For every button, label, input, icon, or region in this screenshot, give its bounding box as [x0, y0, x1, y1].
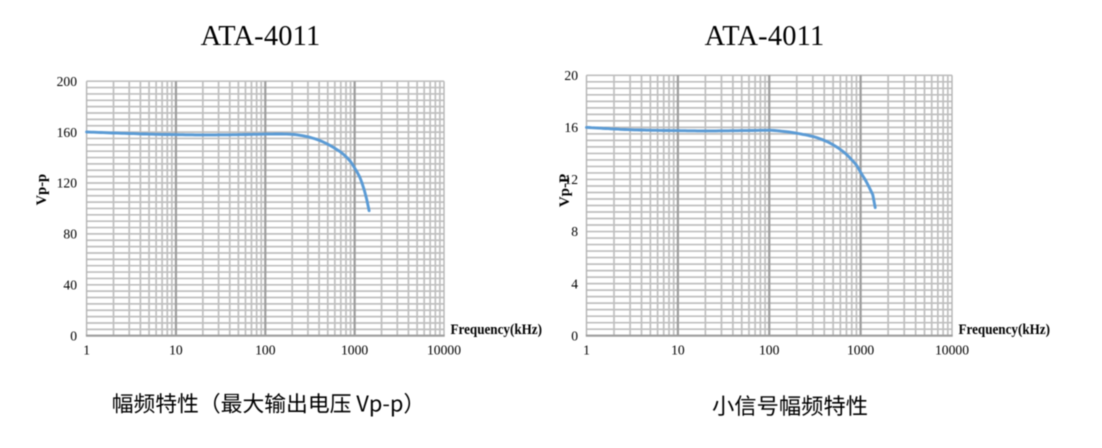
svg-text:0: 0	[571, 328, 578, 343]
svg-text:200: 200	[57, 74, 78, 89]
svg-text:80: 80	[63, 227, 77, 242]
svg-text:1000: 1000	[847, 343, 874, 358]
svg-text:ATA-4011: ATA-4011	[201, 21, 321, 52]
svg-text:Vp-p: Vp-p	[34, 174, 50, 205]
svg-text:10000: 10000	[935, 343, 969, 358]
svg-text:10: 10	[671, 343, 685, 358]
svg-text:20: 20	[564, 68, 578, 83]
svg-text:4: 4	[571, 276, 578, 291]
svg-text:1: 1	[83, 343, 90, 358]
svg-text:12: 12	[564, 172, 578, 187]
svg-text:1: 1	[583, 343, 590, 358]
svg-text:100: 100	[255, 343, 276, 358]
svg-text:Frequency(kHz): Frequency(kHz)	[451, 321, 543, 338]
svg-text:1000: 1000	[341, 343, 368, 358]
svg-text:16: 16	[564, 120, 578, 135]
svg-text:100: 100	[759, 343, 780, 358]
svg-text:0: 0	[70, 328, 77, 343]
svg-text:40: 40	[63, 278, 77, 293]
svg-text:120: 120	[57, 176, 78, 191]
svg-text:10: 10	[169, 343, 183, 358]
svg-text:Frequency(kHz): Frequency(kHz)	[959, 321, 1051, 338]
svg-text:10000: 10000	[427, 343, 461, 358]
svg-text:Vp-P: Vp-P	[557, 174, 573, 207]
svg-text:8: 8	[571, 224, 578, 239]
svg-text:ATA-4011: ATA-4011	[705, 21, 825, 52]
svg-text:160: 160	[57, 125, 78, 140]
